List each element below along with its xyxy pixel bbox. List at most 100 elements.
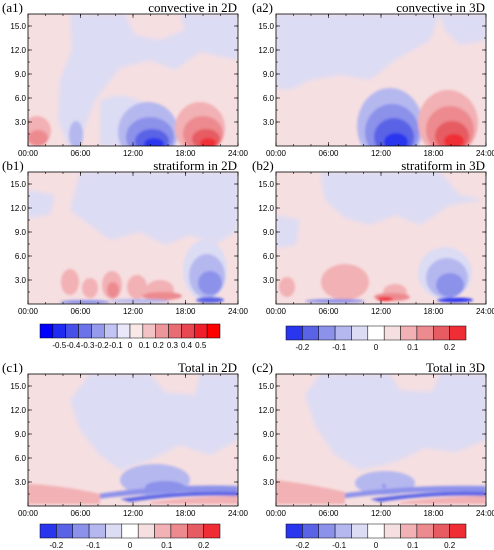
y-tick-label-c2: 6.0 [263,454,275,463]
colorbar-cb-c1: -0.2 -0.1 0 0.1 0.2 [39,523,221,550]
colorbar-label: -0.1 [332,343,346,352]
panel-c2: (c2) Total in 3D [252,360,487,507]
panel-label-b2: (b2) [252,158,274,173]
y-tick-label-c2: 15.0 [258,382,274,391]
x-tick-label-c1: 00:00 [18,509,39,518]
colorbar-swatch [88,523,106,539]
colorbar-label: 0.1 [161,541,173,550]
y-tick-label-c1: 12.0 [10,406,26,415]
colorbar-swatch [72,523,90,539]
y-tick-label-c1: 3.0 [15,478,27,487]
colorbar-swatch [285,523,303,539]
colorbar-swatch [39,523,57,539]
panel-b2: (b2) stratiform in 3D [252,158,487,305]
panel-label-c1: (c1) [2,360,23,375]
colorbar-swatch [155,323,169,339]
panel-a2: (a2) convective in 3D [252,0,487,147]
colorbar-swatch [116,323,131,339]
panel-label-a2: (a2) [252,0,273,15]
colorbar-label: -0.2 [95,341,109,350]
panel-label-a1: (a1) [2,0,23,15]
colorbar-swatch [383,523,401,539]
colorbar-swatch [416,523,434,539]
colorbar-swatch [351,325,369,341]
x-tick-label-a1: 24:00 [228,149,249,158]
colorbar-swatch [52,323,66,339]
y-tick-label-a1: 3.0 [15,118,27,127]
x-tick-label-b1: 12:00 [123,307,144,316]
panel-title-c2: Total in 3D [426,360,485,375]
y-tick-label-c2: 12.0 [258,406,274,415]
colorbar-cb-b1: -0.5 -0.4 -0.3 -0.2 -0.1 0 0.1 0.2 0.3 0.4 0.5 [39,323,221,350]
colorbar-swatch [137,523,155,539]
colorbar-swatch [203,523,221,539]
x-tick-label-b2: 00:00 [266,307,287,316]
x-tick-label-b1: 18:00 [175,307,196,316]
y-tick-label-b1: 15.0 [10,180,26,189]
x-tick-label-c1: 18:00 [175,509,196,518]
colorbar-swatch [65,323,79,339]
tick-labels: 00:00 06:00 12:00 18:00 24:00 3.0 6.0 9.0 12.0 15… [10,22,494,518]
ticks-a2 [275,14,487,146]
colorbar-swatch [39,323,54,339]
x-tick-label-c2: 18:00 [423,509,444,518]
ticks-a1 [27,14,239,146]
colorbar-swatch [78,323,92,339]
colorbar-label: 0.3 [167,341,179,350]
x-tick-label-c2: 24:00 [476,509,494,518]
panel-b1: (b1) stratiform in 2D [2,158,239,305]
y-tick-label-a1: 12.0 [10,46,26,55]
colorbar-swatch [367,523,385,539]
colorbar-label: -0.1 [109,341,123,350]
x-tick-label-b2: 24:00 [476,307,494,316]
colorbar-cb-c2: -0.2 -0.1 0 0.1 0.2 [285,523,467,550]
x-tick-label-c1: 06:00 [70,509,91,518]
colorbar-swatch [181,323,195,339]
y-tick-label-b2: 6.0 [263,252,275,261]
y-tick-label-a1: 15.0 [10,22,26,31]
x-tick-label-a1: 12:00 [123,149,144,158]
y-tick-label-a2: 15.0 [258,22,274,31]
x-tick-label-b1: 24:00 [228,307,249,316]
colorbar-label: 0.1 [407,541,419,550]
x-tick-label-a1: 06:00 [70,149,91,158]
heatmap-a1 [28,14,238,146]
colorbars: -0.5 -0.4 -0.3 -0.2 -0.1 0 0.1 0.2 0.3 0.4 0.5 -0.2… [39,323,467,550]
colorbar-swatch [367,325,385,341]
x-tick-label-b2: 18:00 [423,307,444,316]
heatmap-b2 [276,172,486,304]
x-tick-label-a2: 12:00 [371,149,392,158]
heatmap-a2 [276,14,486,146]
colorbar-label: 0.5 [195,341,207,350]
colorbar-swatch [433,523,450,539]
panel-title-c1: Total in 2D [178,360,237,375]
colorbar-swatch [302,325,319,341]
x-tick-label-a2: 24:00 [476,149,494,158]
heatmap-c2 [276,374,486,506]
colorbar-label: -0.1 [332,541,346,550]
x-tick-label-a2: 06:00 [318,149,339,158]
colorbar-swatch [334,523,352,539]
x-tick-label-b1: 06:00 [70,307,91,316]
y-tick-label-b2: 3.0 [263,276,275,285]
colorbar-swatch [416,325,434,341]
colorbar-label: 0 [128,541,133,550]
colorbar-label: 0 [374,343,379,352]
colorbar-label: -0.4 [67,341,81,350]
y-tick-label-a2: 3.0 [263,118,275,127]
y-tick-label-b1: 6.0 [15,252,27,261]
colorbar-swatch [129,323,144,339]
y-tick-label-c1: 15.0 [10,382,26,391]
x-tick-label-a2: 18:00 [423,149,444,158]
colorbar-label: -0.5 [52,341,66,350]
y-tick-label-b1: 9.0 [15,228,27,237]
ticks-c2 [275,374,487,506]
colorbar-swatch [187,523,204,539]
colorbar-swatch [334,325,352,341]
x-tick-label-a1: 00:00 [18,149,39,158]
colorbar-swatch [351,523,369,539]
y-tick-label-a2: 6.0 [263,94,275,103]
y-tick-label-c2: 9.0 [263,430,275,439]
colorbar-label: -0.2 [49,541,63,550]
